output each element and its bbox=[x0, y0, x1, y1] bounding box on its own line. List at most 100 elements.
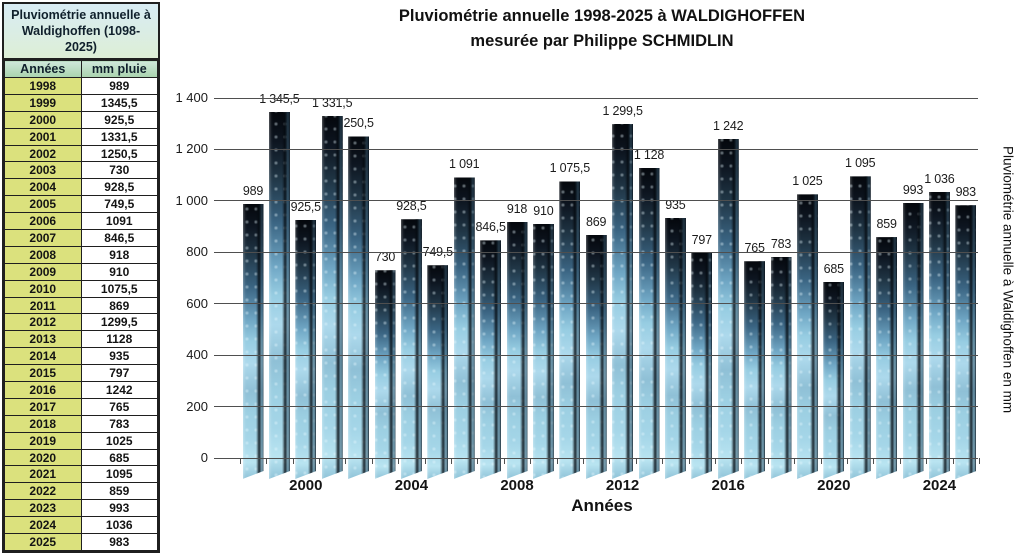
table-row: 2003 730 bbox=[4, 161, 158, 180]
table-row: 2023 993 bbox=[4, 499, 158, 518]
mm-cell: 1250,5 bbox=[80, 144, 158, 163]
y-axis-tick-400 bbox=[214, 354, 226, 356]
table-row: 2020 685 bbox=[4, 448, 158, 467]
table-row: 2001 1331,5 bbox=[4, 127, 158, 146]
table-grid: Années mm pluie 1998 989 1999 1345,5 2000 925… bbox=[4, 60, 158, 551]
table-row: 2024 1036 bbox=[4, 516, 158, 535]
bar-label-2021: 1 095 bbox=[845, 156, 876, 171]
gridline-1200 bbox=[226, 148, 978, 150]
year-cell: 1998 bbox=[4, 77, 82, 95]
x-axis-label-2020: 2020 bbox=[817, 477, 851, 494]
y-axis-tick-1200 bbox=[214, 148, 226, 150]
mm-cell: 859 bbox=[80, 482, 158, 501]
y-axis-label-800: 800 bbox=[186, 244, 208, 260]
y-axis-label-1000: 1 000 bbox=[175, 192, 208, 208]
bar-2003 bbox=[375, 270, 396, 479]
x-axis-tick bbox=[741, 458, 743, 464]
bar-2012 bbox=[612, 124, 633, 479]
bar-1998 bbox=[243, 204, 264, 479]
bar-2004 bbox=[401, 219, 422, 479]
bar-label-2008: 918 bbox=[506, 201, 528, 216]
y-axis-label-1400: 1 400 bbox=[175, 90, 208, 105]
chart-title-line2: mesurée par Philippe SCHMIDLIN bbox=[470, 32, 734, 50]
table-row: 2015 797 bbox=[4, 364, 158, 383]
x-axis-tick bbox=[319, 458, 320, 464]
y-axis-label-0: 0 bbox=[200, 450, 208, 465]
mm-cell: 925,5 bbox=[80, 110, 158, 129]
year-cell: 2003 bbox=[4, 161, 82, 180]
year-cell: 2023 bbox=[4, 499, 82, 518]
x-axis-tick bbox=[451, 458, 452, 464]
bar-2005 bbox=[427, 265, 448, 479]
bar-1999 bbox=[269, 112, 290, 479]
x-axis-tick bbox=[715, 458, 716, 464]
x-axis-tick bbox=[503, 458, 505, 464]
mm-cell: 1345,5 bbox=[80, 93, 158, 112]
mm-cell: 797 bbox=[80, 364, 158, 383]
x-axis-title: Années bbox=[571, 496, 633, 515]
table-header-row: Années mm pluie bbox=[4, 60, 158, 78]
y-axis-tick-600 bbox=[214, 303, 226, 305]
y-axis-tick-0 bbox=[214, 457, 226, 459]
gridline-1400 bbox=[226, 97, 978, 99]
mm-cell: 935 bbox=[80, 347, 158, 366]
rainfall-table: Pluviométrie annuelle à Waldighoffen (109… bbox=[2, 2, 160, 553]
x-axis-label-2024: 2024 bbox=[922, 477, 957, 494]
x-axis-tick bbox=[398, 458, 400, 464]
year-cell: 1999 bbox=[4, 93, 82, 112]
bar-label-2013: 1 128 bbox=[633, 147, 665, 162]
mm-cell: 1299,5 bbox=[80, 313, 158, 332]
bar-label-2000: 925,5 bbox=[290, 200, 321, 214]
y-axis-tick-1400 bbox=[214, 97, 226, 99]
gridline-600 bbox=[226, 303, 978, 305]
year-cell: 2001 bbox=[4, 127, 82, 146]
x-axis-tick bbox=[609, 458, 611, 464]
gridline-0 bbox=[226, 457, 978, 459]
table-title-line2: Waldighoffen (1098-2025) bbox=[21, 24, 141, 54]
bar-label-2025: 983 bbox=[955, 185, 976, 200]
bar-2022 bbox=[876, 237, 897, 479]
bar-label-2010: 1 075,5 bbox=[549, 161, 591, 176]
table-body: 1998 989 1999 1345,5 2000 925,5 2001 1331,5 2002… bbox=[4, 77, 158, 551]
x-axis-tick bbox=[847, 458, 848, 464]
bar-2025 bbox=[955, 205, 976, 479]
bar-2007 bbox=[480, 240, 501, 479]
table-row: 2000 925,5 bbox=[4, 110, 158, 129]
year-cell: 2010 bbox=[4, 279, 82, 298]
y-axis-label-600: 600 bbox=[186, 295, 208, 311]
year-cell: 2004 bbox=[4, 178, 82, 197]
y-axis-title-right: Pluviométrie annuelle à Waldighoffen en … bbox=[1000, 146, 1016, 414]
x-axis-tick bbox=[899, 458, 901, 464]
mm-cell: 989 bbox=[80, 77, 158, 95]
y-axis-tick-200 bbox=[214, 406, 226, 408]
x-axis-tick bbox=[556, 458, 558, 464]
x-axis-tick bbox=[345, 458, 347, 464]
bar-2009 bbox=[533, 224, 554, 479]
x-axis-tick bbox=[926, 458, 928, 464]
mm-cell: 765 bbox=[80, 397, 158, 416]
bar-label-2009: 910 bbox=[533, 204, 554, 218]
bar-label-2011: 869 bbox=[586, 214, 607, 229]
x-axis-label-2004: 2004 bbox=[394, 477, 429, 494]
x-axis-label-2008: 2008 bbox=[500, 477, 534, 494]
mm-cell: 1128 bbox=[80, 330, 158, 349]
table-row: 2013 1128 bbox=[4, 330, 158, 349]
table-row: 2008 918 bbox=[4, 245, 158, 264]
bar-2024 bbox=[929, 192, 950, 479]
year-cell: 2009 bbox=[4, 262, 82, 281]
x-axis-tick bbox=[424, 458, 426, 464]
mm-cell: 993 bbox=[80, 499, 158, 518]
table-row: 2007 846,5 bbox=[4, 229, 158, 247]
mm-cell: 730 bbox=[80, 161, 158, 180]
bar-2023 bbox=[903, 203, 924, 479]
mm-cell: 1025 bbox=[80, 431, 158, 450]
table-row: 2011 869 bbox=[4, 296, 158, 315]
bar-2019 bbox=[797, 194, 818, 479]
y-axis-tick-1000 bbox=[214, 200, 226, 202]
bar-label-2015: 797 bbox=[691, 233, 712, 248]
mm-cell: 749,5 bbox=[80, 195, 158, 214]
bar-2001 bbox=[322, 116, 343, 479]
x-axis-tick bbox=[662, 458, 664, 464]
mm-cell: 1091 bbox=[80, 212, 158, 231]
table-row: 2022 859 bbox=[4, 482, 158, 501]
